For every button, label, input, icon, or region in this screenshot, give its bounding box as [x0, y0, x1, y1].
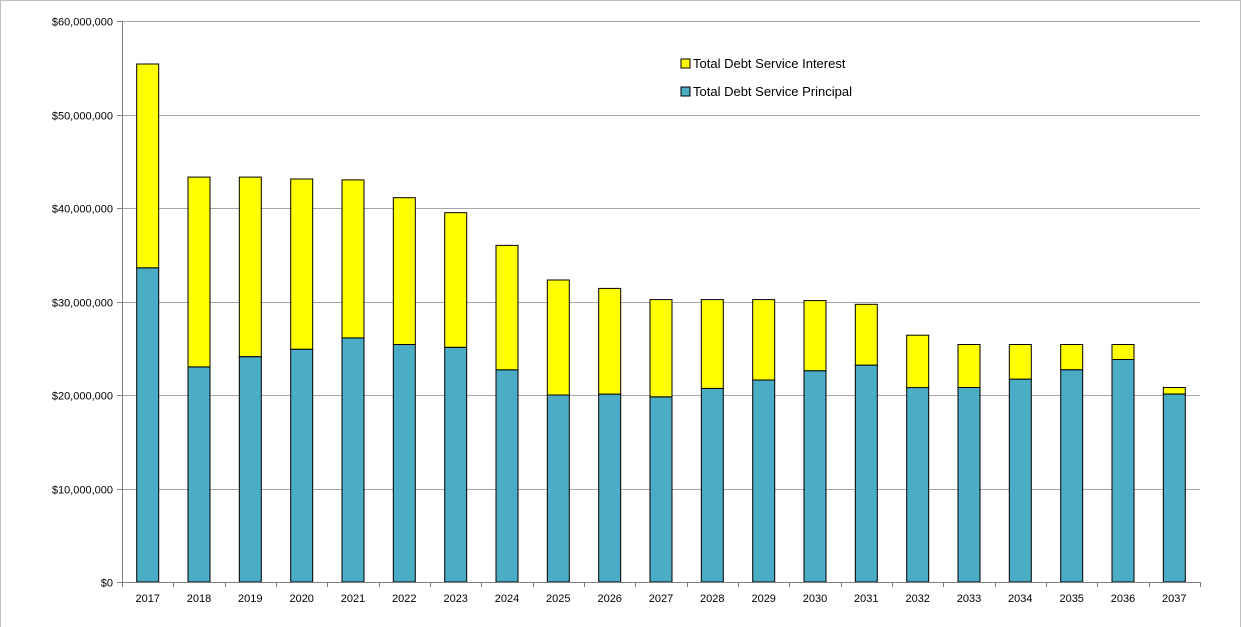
y-tick-label: $20,000,000 — [52, 391, 113, 403]
bar-total-debt-service-interest-2020 — [290, 178, 314, 350]
bar-total-debt-service-principal-2031 — [854, 364, 878, 583]
bar-total-debt-service-principal-2025 — [546, 394, 570, 583]
x-tick-label: 2035 — [1059, 593, 1083, 605]
bar-total-debt-service-principal-2033 — [957, 387, 981, 583]
x-tick-label: 2032 — [905, 593, 929, 605]
bar-total-debt-service-principal-2034 — [1008, 378, 1032, 583]
bar-total-debt-service-interest-2021 — [341, 179, 365, 339]
bar-total-debt-service-principal-2019 — [238, 356, 262, 583]
x-tick-label: 2024 — [495, 593, 519, 605]
x-tick-label: 2017 — [135, 593, 159, 605]
bar-total-debt-service-interest-2018 — [187, 176, 211, 368]
y-tick-label: $40,000,000 — [52, 204, 113, 216]
bar-total-debt-service-interest-2019 — [238, 176, 262, 358]
bar-total-debt-service-principal-2022 — [392, 344, 416, 583]
bar-total-debt-service-principal-2032 — [906, 387, 930, 583]
bar-total-debt-service-interest-2031 — [854, 303, 878, 366]
bar-total-debt-service-principal-2036 — [1111, 359, 1135, 583]
bar-total-debt-service-principal-2026 — [598, 393, 622, 583]
x-tick-label: 2034 — [1008, 593, 1032, 605]
bar-total-debt-service-principal-2024 — [495, 369, 519, 583]
y-tick-label: $0 — [101, 578, 113, 590]
x-tick-label: 2022 — [392, 593, 416, 605]
x-tick-label: 2027 — [649, 593, 673, 605]
bar-total-debt-service-interest-2035 — [1060, 344, 1084, 371]
bar-total-debt-service-interest-2036 — [1111, 344, 1135, 360]
bar-total-debt-service-interest-2030 — [803, 300, 827, 372]
bar-total-debt-service-principal-2023 — [444, 346, 468, 583]
bar-total-debt-service-interest-2024 — [495, 244, 519, 371]
bar-total-debt-service-interest-2025 — [546, 279, 570, 396]
bar-total-debt-service-principal-2027 — [649, 396, 673, 583]
x-tick-label: 2029 — [751, 593, 775, 605]
legend-label: Total Debt Service Principal — [693, 84, 852, 99]
bar-total-debt-service-principal-2020 — [290, 348, 314, 583]
bar-total-debt-service-principal-2037 — [1162, 393, 1186, 583]
bar-total-debt-service-interest-2026 — [598, 287, 622, 395]
bar-total-debt-service-interest-2033 — [957, 344, 981, 388]
bar-total-debt-service-principal-2029 — [752, 379, 776, 583]
x-tick-label: 2018 — [187, 593, 211, 605]
bar-total-debt-service-interest-2022 — [392, 197, 416, 345]
y-tick-label: $30,000,000 — [52, 298, 113, 310]
x-tick-label: 2020 — [289, 593, 313, 605]
bar-total-debt-service-interest-2032 — [906, 334, 930, 389]
legend-swatch — [680, 86, 691, 97]
axes: $0 $10,000,000 $20,000,000 $30,000,000 $40,0… — [52, 17, 1201, 605]
bars — [136, 63, 1186, 583]
x-tick-label: 2030 — [803, 593, 827, 605]
bar-total-debt-service-principal-2028 — [700, 388, 724, 583]
y-tick-label: $10,000,000 — [52, 485, 113, 497]
x-tick-label: 2031 — [854, 593, 878, 605]
bar-total-debt-service-interest-2037 — [1162, 387, 1186, 395]
legend: Total Debt Service Interest Total Debt Se… — [680, 56, 852, 99]
bar-total-debt-service-principal-2021 — [341, 337, 365, 583]
legend-label: Total Debt Service Interest — [693, 56, 846, 71]
bar-total-debt-service-principal-2017 — [136, 267, 160, 583]
bar-total-debt-service-principal-2018 — [187, 366, 211, 583]
y-tick-label: $50,000,000 — [52, 111, 113, 123]
x-tick-label: 2019 — [238, 593, 262, 605]
bar-total-debt-service-interest-2017 — [136, 63, 160, 269]
bar-total-debt-service-interest-2027 — [649, 299, 673, 398]
x-tick-label: 2021 — [341, 593, 365, 605]
bar-total-debt-service-principal-2030 — [803, 370, 827, 583]
x-tick-label: 2025 — [546, 593, 570, 605]
x-tick-label: 2026 — [597, 593, 621, 605]
bar-total-debt-service-interest-2034 — [1008, 344, 1032, 380]
bar-total-debt-service-principal-2035 — [1060, 369, 1084, 583]
bar-total-debt-service-interest-2029 — [752, 299, 776, 381]
x-tick-label: 2037 — [1162, 593, 1186, 605]
bar-total-debt-service-interest-2023 — [444, 212, 468, 348]
legend-swatch — [680, 58, 691, 69]
y-tick-label: $60,000,000 — [52, 17, 113, 29]
bar-total-debt-service-interest-2028 — [700, 299, 724, 389]
x-tick-label: 2023 — [443, 593, 467, 605]
x-tick-label: 2028 — [700, 593, 724, 605]
x-tick-label: 2036 — [1111, 593, 1135, 605]
x-tick-label: 2033 — [957, 593, 981, 605]
